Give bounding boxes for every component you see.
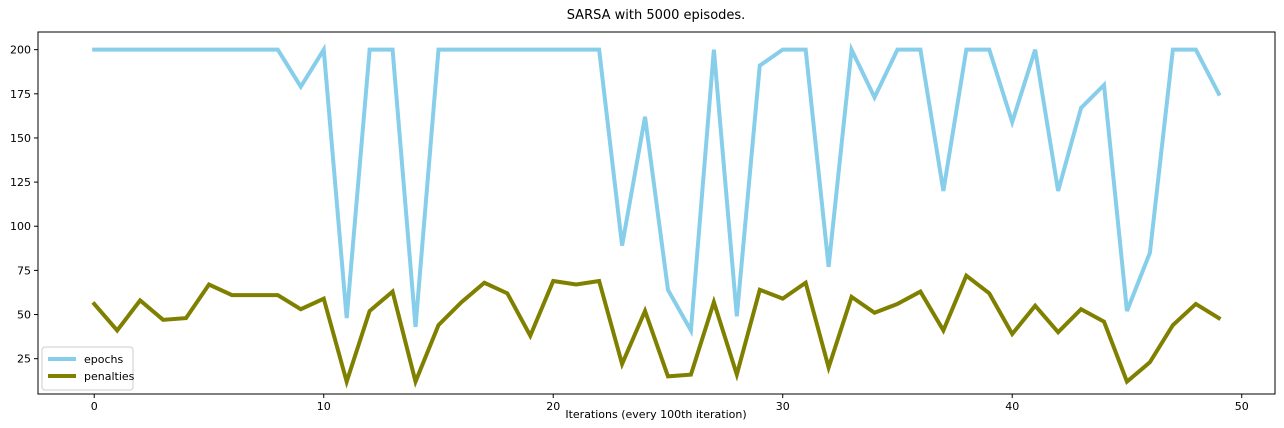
- legend: epochs penalties: [41, 346, 135, 391]
- y-tick-label: 75: [17, 264, 31, 277]
- y-tick-label: 200: [10, 44, 31, 57]
- y-tick-label: 175: [10, 88, 31, 101]
- chart-title: SARSA with 5000 episodes.: [567, 8, 746, 23]
- x-axis-label: Iterations (every 100th iteration): [565, 408, 746, 421]
- plot-area: [91, 42, 1222, 389]
- y-tick-label: 125: [10, 176, 31, 189]
- axis-ticks: 0 10 20 30 40 50 25 50 75 100 125 150 175 200: [10, 44, 1249, 413]
- x-tick-label: 10: [317, 400, 331, 413]
- legend-label-penalties: penalties: [84, 370, 135, 383]
- x-tick-label: 40: [1005, 400, 1019, 413]
- x-tick-label: 20: [546, 400, 560, 413]
- y-tick-label: 25: [17, 353, 31, 366]
- x-tick-label: 30: [776, 400, 790, 413]
- series-line-epochs: [92, 42, 1222, 338]
- series-line-penalties: [91, 272, 1222, 389]
- y-tick-label: 50: [17, 309, 31, 322]
- legend-label-epochs: epochs: [84, 353, 123, 366]
- plot-frame: [37, 31, 1276, 395]
- y-tick-label: 150: [10, 132, 31, 145]
- x-tick-label: 0: [91, 400, 98, 413]
- x-tick-label: 50: [1235, 400, 1249, 413]
- y-tick-label: 100: [10, 220, 31, 233]
